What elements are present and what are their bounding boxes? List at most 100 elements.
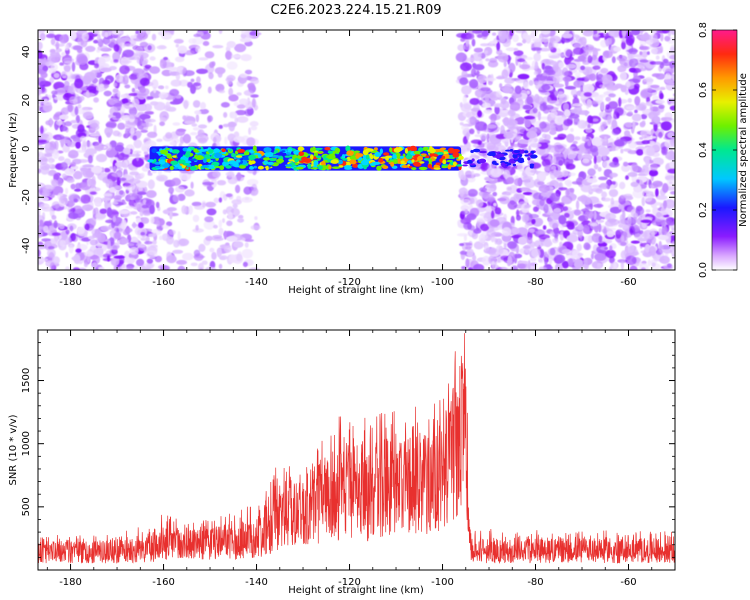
spectrogram-band-blob xyxy=(159,156,166,161)
spectrogram-noise-blob xyxy=(122,74,129,85)
spectrogram-noise-blob xyxy=(114,144,124,152)
spectrogram-noise-blob xyxy=(94,212,107,219)
spectrogram-band-blob xyxy=(373,147,378,151)
spectrogram-noise-blob xyxy=(533,217,544,227)
spectrogram-noise-blob xyxy=(81,32,90,42)
spectrogram-noise-blob xyxy=(566,133,575,143)
spectrogram-noise-blob xyxy=(513,47,519,52)
spectrogram-noise-blob xyxy=(224,136,228,145)
spectrogram-noise-blob xyxy=(213,136,217,144)
spectrogram-band-blob xyxy=(219,165,225,171)
spectrogram-noise-blob xyxy=(250,125,258,131)
spectrogram-noise-blob xyxy=(630,181,639,187)
spectrogram-noise-blob xyxy=(661,117,673,122)
spectrogram-noise-blob xyxy=(579,235,583,241)
spectrogram-noise-blob xyxy=(526,237,533,244)
spectrogram-noise-blob xyxy=(147,45,152,51)
spectrogram-noise-blob xyxy=(621,164,631,173)
spectrogram-noise-blob xyxy=(485,247,497,254)
spectrogram-noise-blob xyxy=(98,135,102,144)
spectrogram-band-blob xyxy=(342,158,348,161)
spectrogram-noise-blob xyxy=(524,119,532,128)
spectrogram-noise-blob xyxy=(645,209,651,213)
spectrogram-noise-blob xyxy=(239,37,252,43)
spectrogram-noise-blob xyxy=(549,231,555,237)
spectrogram-noise-blob xyxy=(491,210,495,219)
spectrogram-noise-blob xyxy=(70,208,76,213)
spectrogram-noise-blob xyxy=(666,217,675,226)
spectrogram-band-blob xyxy=(285,152,291,155)
spectrogram-band-blob xyxy=(171,149,180,154)
spectrogram-noise-blob xyxy=(140,172,145,178)
spectrogram-noise-blob xyxy=(537,181,545,186)
spectrogram-noise-blob xyxy=(225,50,232,60)
spectrogram-noise-blob xyxy=(218,124,223,129)
spectrogram-noise-blob xyxy=(96,232,106,243)
spectrogram-noise-blob xyxy=(472,254,477,262)
spectrogram-band-blob xyxy=(404,147,408,154)
spectrogram-noise-blob xyxy=(569,188,575,193)
spectrogram-noise-blob xyxy=(487,188,495,192)
spectrogram-noise-blob xyxy=(136,57,149,65)
spectrogram-noise-blob xyxy=(600,101,605,111)
spectrogram-noise-blob xyxy=(493,103,503,108)
spectrogram-band-blob xyxy=(303,158,312,163)
spectrogram-noise-blob xyxy=(130,127,135,135)
spectrogram-noise-blob xyxy=(127,113,138,120)
spectrogram-noise-blob xyxy=(550,202,557,209)
colorbar: 0.0 0.2 0.4 0.6 0.8 Normalized spectral ampl… xyxy=(698,22,749,278)
spectrogram-noise-blob xyxy=(466,248,474,258)
spectrogram-noise-blob xyxy=(45,33,56,39)
spectrogram-noise-blob xyxy=(557,245,568,254)
y-tick-label: 40 xyxy=(21,45,32,58)
spectrogram-noise-blob xyxy=(55,88,67,95)
spectrogram-noise-blob xyxy=(480,192,491,199)
spectrogram-noise-blob xyxy=(118,209,130,215)
spectrogram-band-blob xyxy=(429,152,435,158)
spectrogram-noise-blob xyxy=(516,42,523,47)
spectrogram-noise-blob xyxy=(628,58,639,68)
spectrogram-noise-blob xyxy=(594,61,603,67)
spectrogram-noise-blob xyxy=(52,149,60,160)
spectrogram-noise-blob xyxy=(625,255,637,266)
spectrogram-noise-blob xyxy=(635,206,645,216)
spectrogram-noise-blob xyxy=(102,244,107,252)
spectrogram-noise-blob xyxy=(572,140,578,145)
spectrogram-noise-blob xyxy=(637,167,643,172)
spectrogram-noise-blob xyxy=(552,156,557,165)
spectrogram-noise-blob xyxy=(517,260,529,264)
spectrogram-noise-blob xyxy=(238,214,244,219)
spectrogram-noise-blob xyxy=(67,104,73,113)
spectrogram-noise-blob xyxy=(651,47,658,55)
spectrogram-band-blob xyxy=(353,150,361,154)
spectrogram-noise-blob xyxy=(659,244,664,254)
spectrogram-noise-blob xyxy=(204,216,214,223)
snr-panel: -180 -160 -140 -120 -100 -80 -60 500 1000 1500 H… xyxy=(8,329,676,596)
spectrogram-noise-blob xyxy=(249,121,259,127)
spectrogram-noise-blob xyxy=(249,31,257,36)
spectrogram-noise-blob xyxy=(651,73,661,78)
spectrogram-noise-blob xyxy=(608,93,616,98)
spectrogram-noise-blob xyxy=(626,112,633,117)
spectrogram-noise-blob xyxy=(533,206,539,212)
spectrogram-noise-blob xyxy=(477,74,488,84)
spectrogram-noise-blob xyxy=(509,30,514,37)
spectrogram-noise-blob xyxy=(223,112,228,118)
spectrogram-noise-blob xyxy=(228,87,234,96)
spectrogram-noise-blob xyxy=(644,194,653,202)
spectrogram-band-blob xyxy=(153,158,157,163)
spectrogram-noise-blob xyxy=(239,73,248,78)
spectrogram-noise-blob xyxy=(562,67,569,77)
spectrogram-noise-blob xyxy=(68,149,79,159)
spectrogram-noise-blob xyxy=(624,130,631,137)
spectrogram-noise-blob xyxy=(84,223,90,231)
spectrogram-noise-blob xyxy=(658,131,663,139)
spectrogram-band-blob xyxy=(172,166,180,170)
spectrogram-noise-blob xyxy=(522,191,533,196)
spectrogram-noise-blob xyxy=(537,210,542,215)
spectrogram-noise-blob xyxy=(222,209,227,215)
spectrogram-noise-blob xyxy=(65,266,70,270)
spectrogram-noise-blob xyxy=(515,30,526,34)
spectrogram-noise-blob xyxy=(565,63,577,69)
spectrogram-noise-blob xyxy=(662,183,669,193)
